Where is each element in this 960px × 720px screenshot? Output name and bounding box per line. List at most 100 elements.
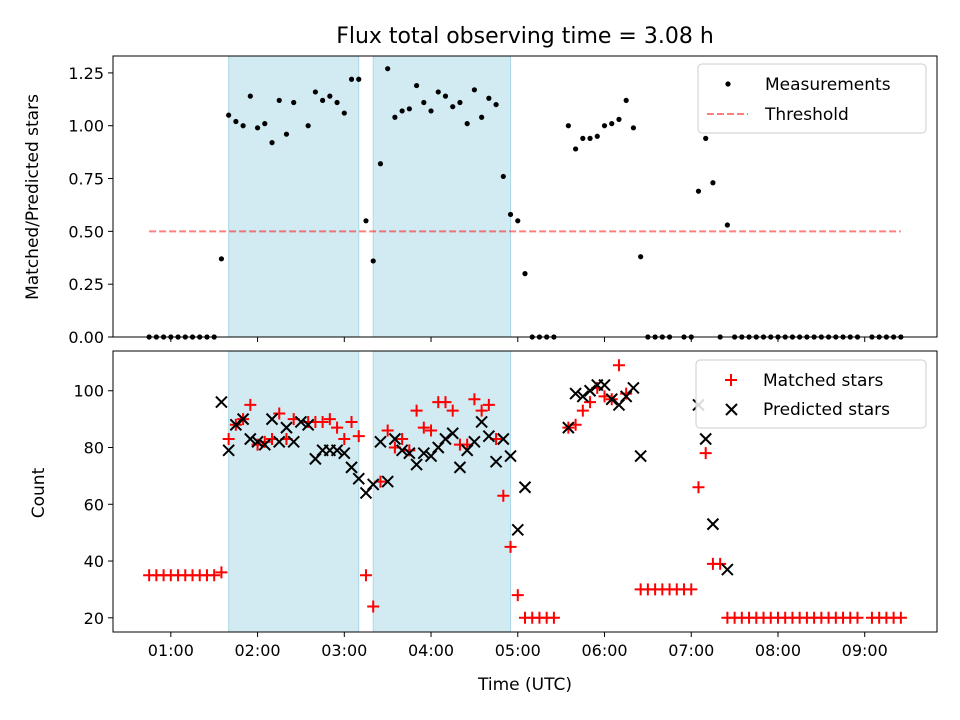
predicted-star-point [265, 412, 279, 426]
matched-star-point [323, 413, 336, 426]
predicted-star-point [518, 481, 532, 494]
matched-star-point [316, 415, 329, 428]
measurement-point [421, 99, 427, 106]
measurement-point [450, 104, 456, 110]
measurement-point [348, 76, 355, 82]
measurement-point [240, 123, 246, 129]
matched-star-point [547, 611, 560, 624]
measurement-point [515, 218, 521, 224]
matched-star-point [417, 421, 430, 434]
matched-star-point [381, 424, 394, 437]
measurement-point [356, 76, 362, 82]
predicted-star-point [367, 478, 380, 491]
predicted-star-point [489, 455, 503, 468]
matched-star-point [576, 404, 589, 417]
predicted-star-point [699, 432, 712, 446]
predicted-star-point [497, 432, 510, 446]
chart-title: Flux total observing time = 3.08 h [336, 24, 714, 49]
predicted-star-point [598, 378, 611, 392]
axes-frame [112, 350, 938, 633]
y-tick-label: 20 [84, 609, 104, 628]
predicted-star-point [229, 418, 243, 432]
predicted-star-point [352, 472, 365, 485]
predicted-star-point [403, 446, 416, 460]
predicted-star-point [244, 432, 257, 446]
predicted-star-point [215, 395, 228, 409]
y-tick-label: 80 [84, 439, 104, 458]
measurement-point [233, 118, 239, 125]
measurement-point [601, 123, 608, 129]
observing-interval-shade [228, 55, 360, 338]
legend-predicted-label: Predicted stars [763, 400, 890, 420]
predicted-star-point [562, 421, 575, 434]
predicted-star-point [468, 435, 481, 449]
matched-star-point [612, 359, 625, 372]
measurement-point [587, 135, 593, 141]
measurement-point [710, 180, 716, 186]
top-panel: 0.00 0.25 0.50 0.75 1.00 1.25 [68, 55, 938, 347]
measurement-point [522, 271, 528, 277]
predicted-star-point [258, 438, 271, 451]
predicted-star-point [417, 446, 431, 460]
matched-star-point [208, 569, 221, 582]
measurement-point [507, 211, 514, 218]
predicted-star-point [439, 432, 452, 446]
measurement-point [457, 99, 463, 106]
matched-star-point [511, 589, 524, 602]
predicted-star-point [576, 390, 590, 403]
measurement-point [334, 99, 340, 106]
measurement-point [320, 97, 326, 103]
predicted-star-point [605, 393, 618, 406]
predicted-star-point [395, 444, 409, 457]
predicted-star-point [627, 381, 640, 395]
x-tick-label: 07:00 [668, 641, 714, 660]
predicted-star-point [446, 427, 459, 440]
matched-star-point [699, 447, 712, 460]
measurement-point [724, 222, 730, 228]
predicted-star-point [706, 517, 720, 531]
measurement-point [486, 95, 492, 101]
matched-star-point [410, 404, 423, 417]
matched-star-point [425, 424, 438, 437]
legend-threshold-label: Threshold [764, 105, 849, 125]
x-tick-label: 08:00 [755, 641, 801, 660]
predicted-star-point [475, 415, 488, 429]
predicted-star-point [294, 415, 308, 429]
x-tick-label: 02:00 [235, 641, 281, 660]
y-tick-label: 0.25 [68, 275, 104, 294]
predicted-star-point [410, 458, 423, 471]
measurement-point [283, 131, 290, 137]
observing-interval-shade [372, 55, 512, 338]
measurement-point [226, 112, 232, 118]
measurement-point [442, 93, 449, 99]
matched-star-point [396, 432, 409, 445]
matched-star-point [359, 569, 372, 582]
top-legend-frame [697, 63, 927, 134]
measurement-point [638, 254, 644, 260]
predicted-star-point [287, 435, 300, 449]
measurement-point [428, 108, 434, 114]
matched-star-point [367, 600, 380, 613]
predicted-star-point [634, 449, 647, 463]
matched-star-point [446, 404, 459, 417]
matched-star-point [475, 404, 488, 417]
axes-frame [112, 55, 938, 338]
matched-star-point [692, 481, 705, 494]
matched-star-point [504, 540, 517, 553]
matched-star-point [345, 415, 358, 428]
y-tick-label: 40 [84, 552, 104, 571]
measurement-point [695, 188, 702, 194]
x-tick-label: 04:00 [408, 641, 454, 660]
predicted-star-point [280, 421, 293, 434]
measurement-point [291, 99, 297, 106]
measurement-point [500, 173, 506, 180]
measurement-point [572, 146, 579, 152]
measurement-point [269, 140, 275, 146]
predicted-star-point [388, 432, 402, 446]
measurement-point [218, 256, 225, 262]
measurement-point [370, 258, 376, 264]
measurement-point [312, 89, 318, 95]
x-axis-label: Time (UTC) [477, 675, 572, 695]
measurement-point [276, 97, 282, 103]
